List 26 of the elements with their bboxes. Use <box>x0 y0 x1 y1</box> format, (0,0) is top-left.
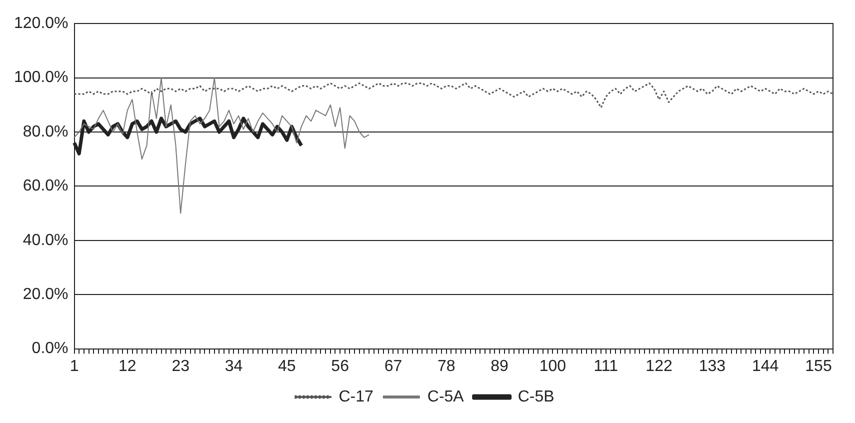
legend-label: C-5A <box>427 388 464 406</box>
x-tick-label: 144 <box>752 358 779 375</box>
x-tick-label: 155 <box>805 358 832 375</box>
x-tick-label: 67 <box>384 358 402 375</box>
x-tick-label: 23 <box>172 358 190 375</box>
y-tick-label: 40.0% <box>22 232 68 249</box>
x-tick-label: 1 <box>70 358 79 375</box>
y-tick-label: 0.0% <box>32 340 68 358</box>
legend-label: C-17 <box>338 388 374 406</box>
line-series <box>74 82 834 108</box>
y-tick-label: 100.0% <box>14 69 68 86</box>
y-tick-label: 80.0% <box>22 123 68 140</box>
y-tick-label: 60.0% <box>22 178 68 195</box>
x-tick-label: 45 <box>278 358 296 375</box>
x-tick-label: 89 <box>490 358 509 375</box>
x-tick-label: 100 <box>539 358 566 375</box>
x-tick-label: 12 <box>118 358 136 375</box>
y-tick-label: 20.0% <box>22 286 68 304</box>
x-tick-label: 133 <box>698 358 726 375</box>
x-tick-label: 122 <box>646 358 672 375</box>
legend-label: C-5B <box>518 388 554 406</box>
y-tick-label: 120.0% <box>14 15 68 32</box>
x-tick-label: 78 <box>437 358 456 375</box>
x-tick-label: 111 <box>594 358 618 375</box>
x-tick-label: 56 <box>331 358 350 375</box>
x-tick-label: 34 <box>224 358 243 375</box>
